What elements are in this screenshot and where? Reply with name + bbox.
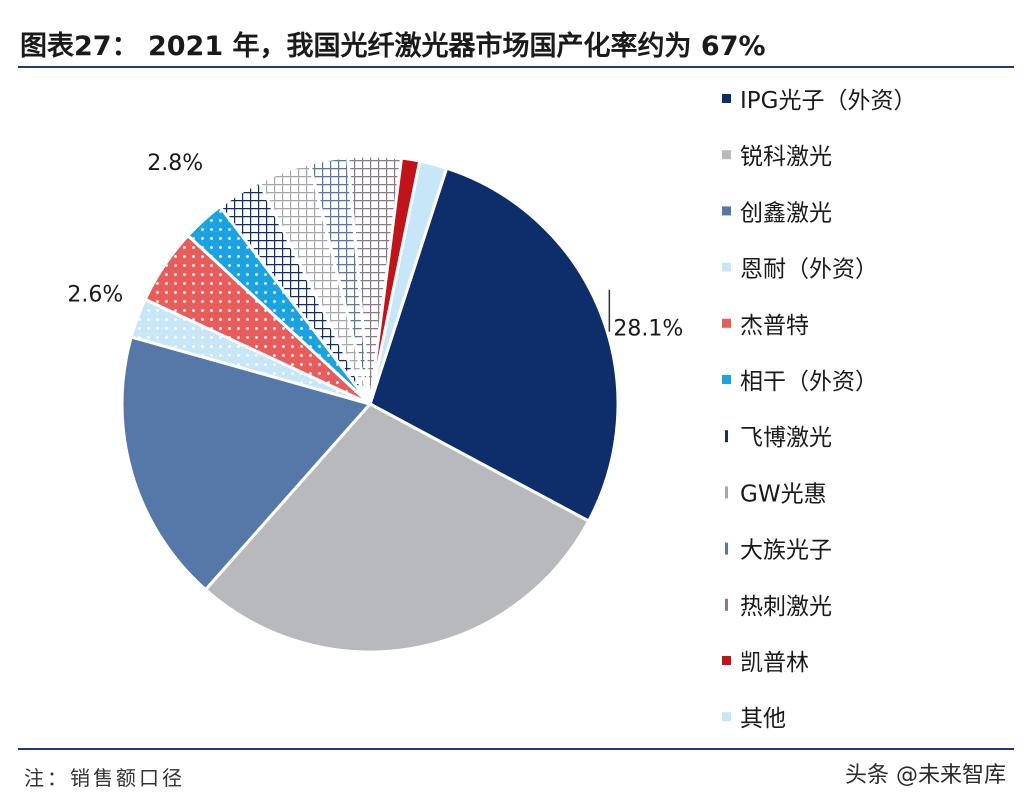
- data-label-2: 2.8%: [147, 151, 203, 176]
- data-label-1: 28.1%: [613, 317, 683, 342]
- legend-item-11: 凯普林: [722, 650, 809, 676]
- data-labels: 28.1% 2.8% 2.6%: [67, 151, 683, 342]
- chart-area: 28.1% 2.8% 2.6% IPG光子（外资） 锐科激光创鑫激光恩耐（外资） 杰普特…: [18, 72, 1014, 748]
- legend-item-5: 杰普特: [722, 313, 809, 339]
- legend-item-1: IPG光子（外资）: [722, 88, 916, 114]
- pie-slice-1: [368, 166, 620, 524]
- legend-swatch: [725, 598, 728, 611]
- pie-slices: [120, 154, 620, 654]
- legend-item-4: 恩耐（外资）: [722, 257, 878, 283]
- legend-swatch: [725, 430, 728, 443]
- legend-item-3: 创鑫激光: [722, 200, 832, 226]
- legend-label: 凯普林: [740, 650, 809, 676]
- legend-swatch: [722, 206, 731, 216]
- legend-item-12: 其他: [722, 706, 786, 732]
- chart-title: 图表27： 2021 年，我国光纤激光器市场国产化率约为 67%: [20, 31, 766, 62]
- pie-slice-12: [368, 159, 449, 405]
- legend-label: 其他: [740, 706, 786, 732]
- legend-swatch: [722, 150, 731, 160]
- legend-label: 锐科激光: [740, 144, 832, 170]
- legend-item-7: 飞博激光: [725, 425, 832, 451]
- pie-slice-3: [120, 335, 373, 592]
- bottom-rule: [18, 748, 1014, 750]
- legend-item-9: 大族光子: [725, 538, 832, 564]
- legend-label: 恩耐（外资）: [740, 257, 878, 283]
- legend-item-6: 相干（外资）: [722, 369, 878, 395]
- legend-label: 创鑫激光: [740, 200, 832, 226]
- legend-swatch: [725, 542, 728, 555]
- title-bar: 图表27： 2021 年，我国光纤激光器市场国产化率约为 67%: [0, 0, 1028, 66]
- legend-label: 大族光子: [740, 538, 832, 564]
- legend-item-8: GW光惠: [725, 481, 827, 507]
- legend-label: GW光惠: [740, 481, 827, 507]
- legend-swatch: [722, 712, 731, 722]
- legend-label: IPG光子（外资）: [740, 88, 916, 114]
- legend-label: 相干（外资）: [740, 369, 878, 395]
- data-label-3: 2.6%: [67, 282, 123, 307]
- footnote: 注：销售额口径: [24, 766, 185, 790]
- legend-item-2: 锐科激光: [722, 144, 832, 170]
- watermark: 头条 @未来智库: [845, 763, 1006, 788]
- legend-swatch: [725, 486, 728, 499]
- legend-swatch: [722, 375, 731, 384]
- legend-swatch: [722, 262, 731, 272]
- legend-swatch: [722, 94, 731, 103]
- legend-label: 热刺激光: [740, 594, 832, 620]
- title-rule: [18, 66, 1014, 68]
- legend-swatch: [722, 656, 731, 665]
- legend-label: 杰普特: [740, 313, 809, 339]
- legend-swatch: [722, 318, 731, 328]
- legend-item-10: 热刺激光: [725, 594, 832, 620]
- pie-slice-2: [203, 402, 591, 654]
- legend-label: 飞博激光: [740, 425, 832, 451]
